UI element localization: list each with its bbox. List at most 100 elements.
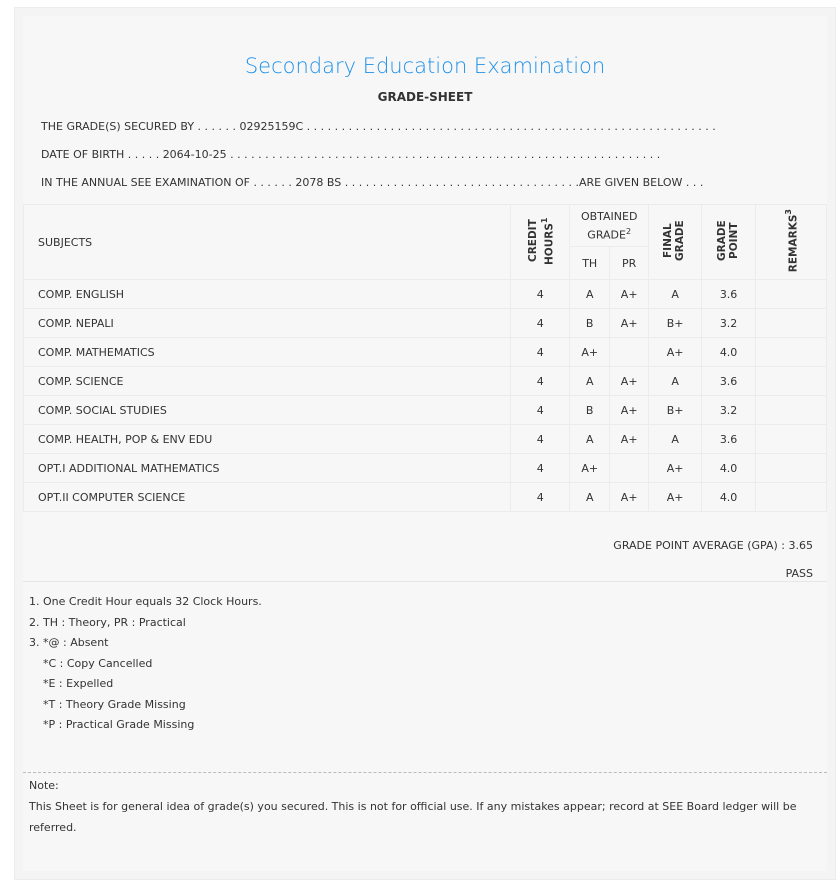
header-grade-point: GRADE POINT bbox=[701, 204, 757, 280]
cell-remarks bbox=[755, 453, 827, 483]
header-subjects: SUBJECTS bbox=[22, 204, 512, 280]
result-status: PASS bbox=[785, 567, 813, 580]
cell-final: A+ bbox=[648, 453, 703, 483]
cell-final: A+ bbox=[648, 482, 703, 512]
cell-credit: 4 bbox=[510, 337, 571, 367]
table-row: COMP. MATHEMATICS 4 A+ A+ 4.0 bbox=[22, 337, 827, 367]
footnote: *P : Practical Grade Missing bbox=[29, 718, 195, 731]
cell-th: A bbox=[569, 424, 611, 454]
cell-gp: 3.2 bbox=[701, 395, 757, 425]
cell-credit: 4 bbox=[510, 366, 571, 396]
sheet-subtitle: GRADE-SHEET bbox=[377, 90, 473, 104]
cell-subject: OPT.I ADDITIONAL MATHEMATICS bbox=[22, 453, 512, 483]
cell-th: B bbox=[569, 395, 611, 425]
cell-final: B+ bbox=[648, 308, 703, 338]
cell-credit: 4 bbox=[510, 453, 571, 483]
cell-gp: 4.0 bbox=[701, 337, 757, 367]
note-text: This Sheet is for general idea of grade(… bbox=[29, 800, 797, 834]
cell-subject: OPT.II COMPUTER SCIENCE bbox=[22, 482, 512, 512]
dots: . . . . . . . . . . . . . . . . . . . . … bbox=[303, 120, 716, 133]
cell-th: A+ bbox=[569, 453, 611, 483]
table-row: COMP. NEPALI 4 B A+ B+ 3.2 bbox=[22, 308, 827, 338]
table-row: COMP. SOCIAL STUDIES 4 B A+ B+ 3.2 bbox=[22, 395, 827, 425]
cell-remarks bbox=[755, 337, 827, 367]
cell-pr: A+ bbox=[609, 279, 650, 309]
grade-sheet: Secondary Education Examination GRADE-SH… bbox=[14, 7, 836, 880]
cell-th: A bbox=[569, 279, 611, 309]
cell-credit: 4 bbox=[510, 308, 571, 338]
dob-line: DATE OF BIRTH . . . . . 2064-10-25 . . .… bbox=[41, 148, 660, 161]
cell-remarks bbox=[755, 366, 827, 396]
table-row: COMP. HEALTH, POP & ENV EDU 4 A A+ A 3.6 bbox=[22, 424, 827, 454]
note-label: Note: bbox=[29, 779, 59, 792]
given-below: ARE GIVEN BELOW . . . bbox=[579, 176, 704, 189]
cell-pr bbox=[609, 337, 650, 367]
cell-gp: 4.0 bbox=[701, 482, 757, 512]
exam-title: Secondary Education Examination bbox=[244, 54, 606, 78]
cell-pr bbox=[609, 453, 650, 483]
cell-credit: 4 bbox=[510, 424, 571, 454]
exam-line: IN THE ANNUAL SEE EXAMINATION OF . . . .… bbox=[41, 176, 703, 189]
dob-label: DATE OF BIRTH . . . . . bbox=[41, 148, 160, 161]
footnote: 3. *@ : Absent bbox=[29, 636, 109, 649]
header-remarks: REMARKS3 bbox=[755, 204, 827, 280]
header-final-grade: FINAL GRADE bbox=[648, 204, 703, 280]
header-th: TH bbox=[569, 246, 611, 280]
header-obtained-grade: OBTAINED GRADE2 bbox=[569, 204, 650, 247]
dots: . . . . . . . . . . . . . . . . . . . . … bbox=[341, 176, 580, 189]
cell-final: A bbox=[648, 366, 703, 396]
sheet-content: Secondary Education Examination GRADE-SH… bbox=[22, 16, 827, 871]
cell-gp: 3.2 bbox=[701, 308, 757, 338]
exam-year: 2078 BS bbox=[295, 176, 342, 189]
cell-pr: A+ bbox=[609, 395, 650, 425]
cell-subject: COMP. HEALTH, POP & ENV EDU bbox=[22, 424, 512, 454]
cell-final: A+ bbox=[648, 337, 703, 367]
cell-th: A bbox=[569, 366, 611, 396]
dob-value: 2064-10-25 bbox=[162, 148, 227, 161]
cell-pr: A+ bbox=[609, 366, 650, 396]
cell-subject: COMP. MATHEMATICS bbox=[22, 337, 512, 367]
cell-remarks bbox=[755, 395, 827, 425]
cell-pr: A+ bbox=[609, 308, 650, 338]
cell-th: B bbox=[569, 308, 611, 338]
cell-th: A bbox=[569, 482, 611, 512]
cell-th: A+ bbox=[569, 337, 611, 367]
cell-pr: A+ bbox=[609, 482, 650, 512]
cell-subject: COMP. SCIENCE bbox=[22, 366, 512, 396]
cell-gp: 3.6 bbox=[701, 279, 757, 309]
cell-final: A bbox=[648, 424, 703, 454]
header-pr: PR bbox=[609, 246, 650, 280]
cell-subject: COMP. NEPALI bbox=[22, 308, 512, 338]
dots: . . . . . . . . . . . . . . . . . . . . … bbox=[226, 148, 661, 161]
footnote: *C : Copy Cancelled bbox=[29, 656, 153, 670]
note: Note: This Sheet is for general idea of … bbox=[23, 772, 827, 840]
cell-gp: 3.6 bbox=[701, 424, 757, 454]
exam-label: IN THE ANNUAL SEE EXAMINATION OF . . . .… bbox=[41, 176, 292, 189]
footnote: *E : Expelled bbox=[29, 677, 114, 690]
cell-pr: A+ bbox=[609, 424, 650, 454]
cell-remarks bbox=[755, 424, 827, 454]
table-row: COMP. SCIENCE 4 A A+ A 3.6 bbox=[22, 366, 827, 396]
footnote: 2. TH : Theory, PR : Practical bbox=[29, 615, 186, 629]
cell-subject: COMP. ENGLISH bbox=[22, 279, 512, 309]
cell-gp: 3.6 bbox=[701, 366, 757, 396]
cell-credit: 4 bbox=[510, 279, 571, 309]
cell-final: B+ bbox=[648, 395, 703, 425]
cell-final: A bbox=[648, 279, 703, 309]
cell-remarks bbox=[755, 279, 827, 309]
secured-label: THE GRADE(S) SECURED BY . . . . . . bbox=[41, 120, 237, 133]
footnotes: 1. One Credit Hour equals 32 Clock Hours… bbox=[23, 581, 827, 746]
grade-table: SUBJECTS CREDIT HOURS1 OBTAINED GRADE2 F… bbox=[22, 204, 827, 512]
gpa-value: GRADE POINT AVERAGE (GPA) : 3.65 bbox=[613, 539, 813, 552]
cell-remarks bbox=[755, 308, 827, 338]
symbol-number: 02925159C bbox=[239, 120, 304, 133]
table-row: OPT.II COMPUTER SCIENCE 4 A A+ A+ 4.0 bbox=[22, 482, 827, 512]
cell-subject: COMP. SOCIAL STUDIES bbox=[22, 395, 512, 425]
cell-gp: 4.0 bbox=[701, 453, 757, 483]
secured-by-line: THE GRADE(S) SECURED BY . . . . . . 0292… bbox=[41, 120, 716, 133]
cell-credit: 4 bbox=[510, 482, 571, 512]
header-credit-hours: CREDIT HOURS1 bbox=[510, 204, 571, 280]
table-row: COMP. ENGLISH 4 A A+ A 3.6 bbox=[22, 279, 827, 309]
table-row: OPT.I ADDITIONAL MATHEMATICS 4 A+ A+ 4.0 bbox=[22, 453, 827, 483]
footnote: *T : Theory Grade Missing bbox=[29, 697, 186, 711]
